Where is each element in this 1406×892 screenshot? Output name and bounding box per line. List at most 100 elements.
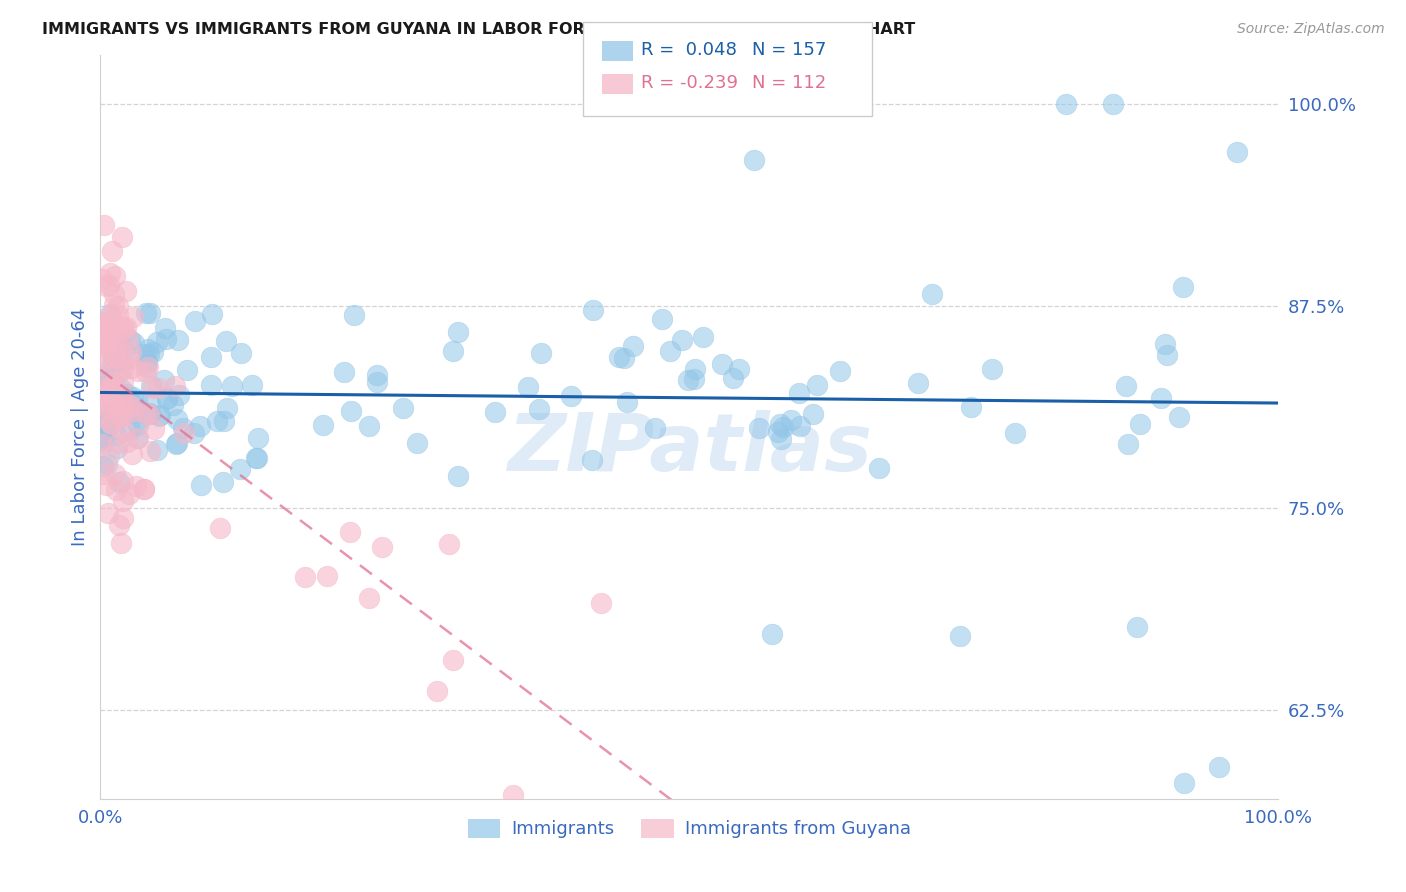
Point xyxy=(156,392,179,406)
Point xyxy=(166,412,188,426)
Point xyxy=(108,409,131,424)
Point xyxy=(146,334,169,349)
Point xyxy=(100,334,122,349)
Point xyxy=(100,371,122,385)
Point xyxy=(167,333,190,347)
Point xyxy=(93,378,115,392)
Point xyxy=(484,404,506,418)
Point xyxy=(312,417,335,432)
Point xyxy=(93,383,115,397)
Point xyxy=(120,423,142,437)
Point xyxy=(748,421,770,435)
Point xyxy=(107,299,129,313)
Point xyxy=(607,350,630,364)
Point xyxy=(91,418,114,433)
Point xyxy=(97,334,120,348)
Point xyxy=(128,411,150,425)
Point xyxy=(156,392,179,406)
Point xyxy=(711,357,734,371)
Point xyxy=(671,333,693,347)
Point xyxy=(1167,410,1189,425)
Point xyxy=(103,298,125,312)
Point xyxy=(104,397,127,411)
Point xyxy=(205,414,228,428)
Point xyxy=(787,386,810,401)
Point xyxy=(111,409,134,423)
Point xyxy=(112,343,135,357)
Point xyxy=(1102,96,1125,111)
Point xyxy=(122,390,145,404)
Point xyxy=(93,219,115,233)
Point xyxy=(1126,620,1149,634)
Point xyxy=(91,338,114,352)
Point xyxy=(1115,379,1137,393)
Point xyxy=(921,287,943,301)
Point xyxy=(200,378,222,392)
Point xyxy=(98,267,121,281)
Point xyxy=(100,313,122,327)
Point xyxy=(907,376,929,391)
Point xyxy=(107,309,129,323)
Point xyxy=(96,384,118,399)
Point xyxy=(162,398,184,412)
Point xyxy=(91,434,114,449)
Point xyxy=(127,432,149,446)
Point xyxy=(93,322,115,336)
Point xyxy=(110,536,132,550)
Point xyxy=(135,353,157,368)
Point xyxy=(172,421,194,435)
Point xyxy=(1173,775,1195,789)
Point xyxy=(90,334,112,348)
Point xyxy=(201,307,224,321)
Point xyxy=(97,385,120,400)
Point xyxy=(166,435,188,450)
Point xyxy=(100,417,122,432)
Point xyxy=(780,413,803,427)
Point xyxy=(142,345,165,359)
Point xyxy=(138,347,160,361)
Point xyxy=(167,388,190,402)
Point xyxy=(112,494,135,508)
Point xyxy=(111,392,134,406)
Point xyxy=(96,507,118,521)
Point xyxy=(127,418,149,433)
Point xyxy=(100,379,122,393)
Point xyxy=(110,409,132,424)
Point xyxy=(105,349,128,363)
Point xyxy=(165,379,187,393)
Point xyxy=(502,788,524,802)
Point xyxy=(104,467,127,482)
Point xyxy=(118,334,141,348)
Point xyxy=(315,569,337,583)
Point xyxy=(980,362,1002,376)
Point xyxy=(111,361,134,376)
Point xyxy=(93,467,115,481)
Point xyxy=(1226,145,1249,160)
Point xyxy=(110,366,132,380)
Point xyxy=(1153,336,1175,351)
Text: Source: ZipAtlas.com: Source: ZipAtlas.com xyxy=(1237,22,1385,37)
Point xyxy=(97,449,120,463)
Point xyxy=(530,346,553,360)
Point xyxy=(120,361,142,376)
Point xyxy=(120,395,142,409)
Point xyxy=(90,431,112,445)
Point xyxy=(589,596,612,610)
Point xyxy=(96,477,118,491)
Point xyxy=(801,407,824,421)
Point xyxy=(121,447,143,461)
Point xyxy=(517,380,540,394)
Point xyxy=(112,374,135,388)
Point xyxy=(439,537,461,551)
Point xyxy=(441,344,464,359)
Point xyxy=(104,351,127,365)
Point xyxy=(527,401,550,416)
Point xyxy=(122,403,145,417)
Point xyxy=(405,436,427,450)
Point xyxy=(122,335,145,350)
Point xyxy=(108,339,131,353)
Point xyxy=(90,368,112,383)
Point xyxy=(176,363,198,377)
Point xyxy=(108,475,131,489)
Point xyxy=(129,406,152,420)
